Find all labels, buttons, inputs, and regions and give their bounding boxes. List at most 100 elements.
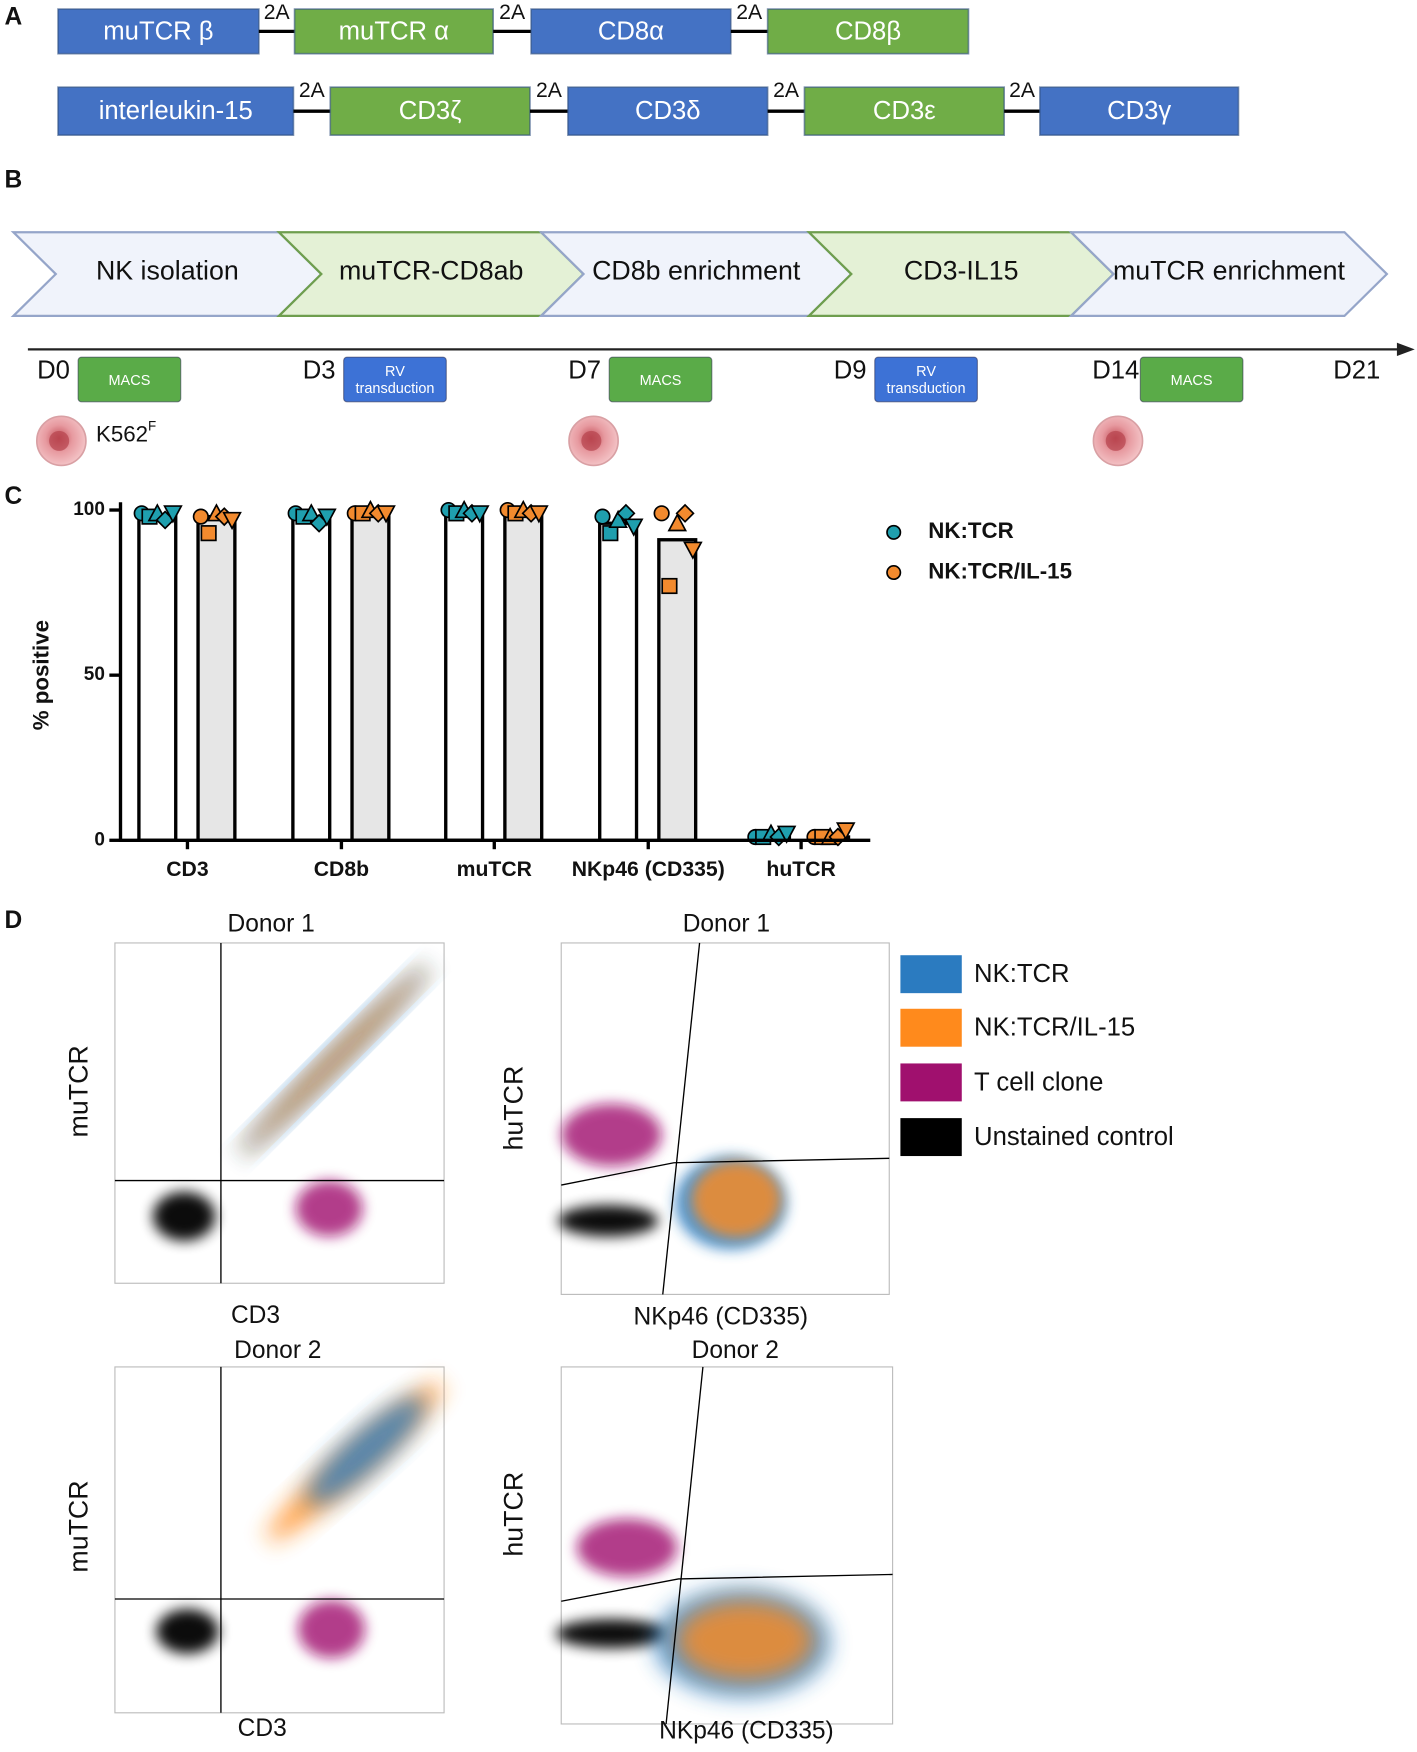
data-point (200, 525, 217, 542)
cell-cloud (156, 1609, 219, 1654)
gene-box (567, 86, 769, 136)
data-point (683, 541, 703, 560)
gate-line (561, 1573, 893, 1602)
legend-marker (886, 564, 902, 581)
x-tick-label: NKp46 (CD335) (572, 858, 725, 881)
legend-label: T cell clone (974, 1068, 1103, 1096)
data-point (192, 508, 209, 525)
gene-box (57, 8, 260, 55)
gene-box (766, 8, 970, 55)
plot-title: Donor 1 (683, 911, 770, 938)
data-point (653, 505, 670, 522)
plot-title: Donor 2 (692, 1337, 779, 1364)
legend-label: NK:TCR (928, 518, 1013, 543)
gene-label: CD8α (598, 17, 664, 45)
plot-title: Donor 2 (234, 1337, 321, 1364)
x-tick-label: huTCR (766, 858, 835, 881)
gene-box (1039, 86, 1240, 136)
data-point (317, 508, 337, 527)
gene-box (57, 86, 295, 136)
data-point (602, 525, 619, 542)
bar (444, 511, 485, 842)
data-point (376, 505, 396, 524)
x-tick-label: CD8b (314, 858, 369, 881)
x-axis-label: NKp46 (CD335) (659, 1717, 834, 1744)
gene-label: CD3γ (1107, 97, 1171, 125)
workflow-step-label: muTCR enrichment (1113, 255, 1346, 285)
bar (291, 514, 332, 842)
gene-label: interleukin-15 (99, 97, 253, 125)
linker-label: 2A (773, 79, 800, 102)
method-box (1139, 356, 1244, 403)
legend-swatch (900, 1008, 962, 1047)
legend-swatch (900, 955, 962, 994)
workflow-step-label: NK isolation (96, 255, 239, 285)
panel-label: B (4, 166, 22, 193)
timeline-arrow (1396, 342, 1415, 357)
method-box (77, 356, 182, 403)
x-axis-label: NKp46 (CD335) (634, 1303, 809, 1330)
gene-label: muTCR α (339, 17, 449, 45)
legend-swatch (900, 1118, 962, 1157)
feeder-nucleus (1105, 430, 1126, 451)
feeder-nucleus (581, 430, 602, 451)
method-label: RV transduction (886, 362, 966, 397)
data-point (835, 822, 856, 841)
gene-box (293, 8, 494, 55)
legend-label: NK:TCR/IL-15 (928, 558, 1072, 583)
feeder-nucleus (49, 430, 70, 451)
method-box-text: MACS (108, 371, 150, 388)
y-axis-label: muTCR (63, 1045, 93, 1137)
cell-cloud (152, 1191, 216, 1241)
day-label: D9 (834, 356, 867, 384)
cell-label-text: K562 (96, 421, 148, 446)
y-axis-label: huTCR (499, 1472, 529, 1557)
workflow-step-label: CD3-IL15 (904, 255, 1019, 285)
legend-label: Unstained control (974, 1123, 1174, 1151)
data-point (529, 505, 549, 524)
data-point (608, 509, 628, 529)
gene-label: muTCR β (103, 17, 213, 45)
linker-label: 2A (536, 79, 563, 102)
data-point (661, 577, 678, 595)
data-point (222, 511, 242, 531)
bar (503, 511, 544, 842)
data-point (675, 503, 695, 523)
method-box-text: MACS (640, 371, 682, 388)
day-label: D3 (303, 356, 336, 384)
day-label: D21 (1333, 356, 1380, 384)
legend-swatch (900, 1063, 962, 1102)
cell-cloud (557, 1205, 659, 1237)
method-label: RV transduction (355, 362, 435, 397)
y-tick-label: 50 (84, 664, 105, 685)
day-label: D0 (37, 356, 70, 384)
gene-box (803, 86, 1006, 136)
cell-cloud (561, 1103, 662, 1167)
method-label: MACS (1170, 371, 1213, 388)
cell-label-superscript: F (148, 418, 156, 433)
day-label: D14 (1092, 356, 1139, 384)
gene-label: CD3δ (635, 97, 701, 125)
linker-label: 2A (299, 79, 326, 102)
plot-title: Donor 1 (227, 911, 314, 938)
bar (196, 514, 237, 842)
method-box-text: RV transduction (886, 362, 966, 397)
linker-label: 2A (499, 1, 526, 24)
method-box-text: MACS (1170, 371, 1213, 388)
data-point (301, 503, 322, 522)
gene-box (329, 86, 531, 136)
panel-label: A (4, 3, 22, 30)
linker-label: 2A (264, 1, 291, 24)
x-tick-label: muTCR (457, 858, 532, 881)
cell-cloud (241, 966, 428, 1154)
y-tick-label: 0 (94, 829, 105, 850)
method-box (343, 356, 447, 403)
cell-cloud (295, 1180, 363, 1237)
data-point (667, 513, 688, 532)
gene-label: CD8β (835, 17, 901, 45)
y-axis-label: % positive (28, 620, 53, 730)
method-box (608, 356, 713, 403)
gene-box (530, 8, 732, 55)
data-point (776, 825, 797, 844)
cell-cloud (576, 1518, 678, 1577)
